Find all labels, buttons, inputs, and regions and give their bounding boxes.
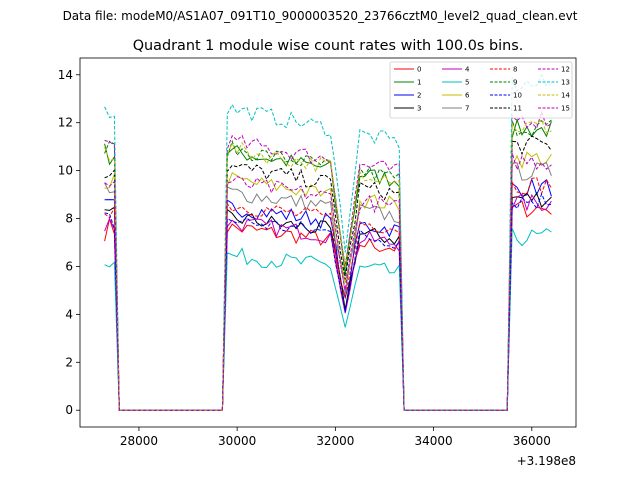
x-offset-label: +3.198e8 xyxy=(517,454,576,468)
x-axis: 28000 30000 32000 34000 36000 xyxy=(120,427,551,448)
legend-label: 2 xyxy=(417,92,421,100)
y-tick-label: 6 xyxy=(65,259,73,273)
legend-label: 6 xyxy=(465,92,470,100)
legend-label: 7 xyxy=(465,105,469,113)
legend-box xyxy=(389,61,573,119)
y-tick-label: 8 xyxy=(65,212,73,226)
series-line-4 xyxy=(104,193,552,411)
series-line-8 xyxy=(104,177,552,411)
y-axis: 0 2 4 6 8 10 12 14 xyxy=(58,68,80,417)
series-line-3 xyxy=(104,191,552,411)
y-tick-label: 10 xyxy=(58,164,73,178)
legend-label: 3 xyxy=(417,105,421,113)
legend-label: 8 xyxy=(513,66,517,74)
x-tick-label: 36000 xyxy=(513,434,551,448)
chart-title: Quadrant 1 module wise count rates with … xyxy=(133,38,524,54)
y-tick-label: 4 xyxy=(65,307,73,321)
legend-label: 1 xyxy=(417,79,421,87)
legend-label: 15 xyxy=(561,105,570,113)
series-line-2 xyxy=(104,177,552,411)
series-line-10 xyxy=(104,192,552,411)
series-line-13 xyxy=(104,74,552,411)
x-tick-label: 34000 xyxy=(414,434,452,448)
x-tick-label: 32000 xyxy=(316,434,354,448)
legend-label: 5 xyxy=(465,79,469,87)
x-tick-label: 28000 xyxy=(120,434,158,448)
plot-frame xyxy=(79,57,577,428)
legend-label: 14 xyxy=(561,92,570,100)
series-line-1 xyxy=(104,118,552,411)
legend-label: 0 xyxy=(417,66,421,74)
series-line-6 xyxy=(104,151,552,411)
y-tick-label: 2 xyxy=(65,355,73,369)
x-tick-label: 30000 xyxy=(218,434,256,448)
series-line-11 xyxy=(104,135,552,411)
legend-label: 11 xyxy=(513,105,522,113)
legend-label: 13 xyxy=(561,79,570,87)
y-tick-label: 14 xyxy=(58,68,73,82)
series-line-0 xyxy=(104,200,552,411)
y-tick-label: 12 xyxy=(58,116,73,130)
series-line-15 xyxy=(104,152,552,411)
legend-label: 4 xyxy=(465,66,470,74)
suptitle: Data file: modeM0/AS1A07_091T10_90000035… xyxy=(63,9,578,23)
legend-label: 12 xyxy=(561,66,570,74)
series-line-7 xyxy=(104,162,552,411)
series-line-12 xyxy=(104,110,552,411)
series-line-5 xyxy=(104,228,552,411)
y-tick-label: 0 xyxy=(65,403,73,417)
legend-label: 9 xyxy=(513,79,517,87)
series-lines xyxy=(104,74,552,411)
legend-label: 10 xyxy=(513,92,522,100)
